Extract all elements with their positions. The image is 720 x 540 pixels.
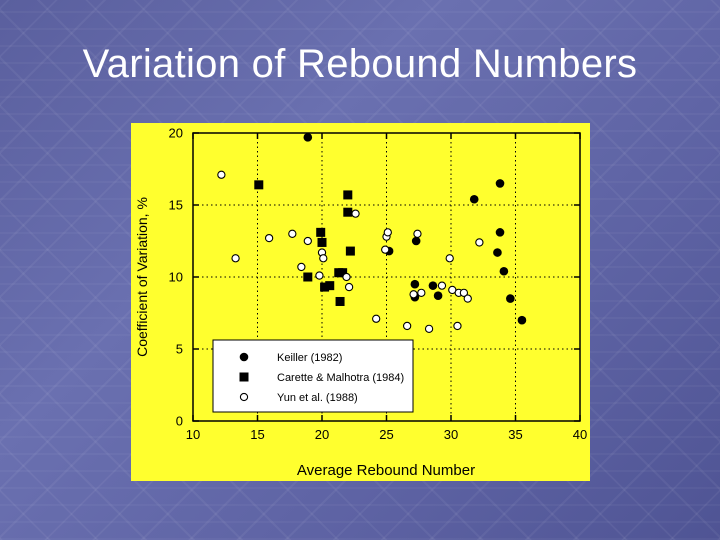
data-point-series-2 xyxy=(343,207,353,217)
data-point-series-3 xyxy=(383,228,392,237)
data-point-series-2 xyxy=(345,246,355,256)
data-point-series-1 xyxy=(506,294,515,303)
x-tick-label: 25 xyxy=(379,427,393,442)
scatter-chart: 10 15 20 25 30 35 40 0 5 10 15 20 Keiller (1982) Car… xyxy=(131,123,590,481)
legend-label-2: Carette & Malhotra (1984) xyxy=(277,372,404,384)
data-point-series-3 xyxy=(217,170,226,179)
data-point-series-3 xyxy=(381,245,390,254)
legend-marker-1 xyxy=(239,352,249,362)
data-point-series-1 xyxy=(411,236,421,246)
data-point-series-1 xyxy=(428,281,438,290)
y-axis-label: Coefficient of Variation, % xyxy=(134,197,150,357)
data-point-series-3 xyxy=(402,321,412,331)
y-tick-label: 10 xyxy=(169,270,183,285)
data-point-series-3 xyxy=(297,262,306,272)
data-point-series-3 xyxy=(463,294,472,303)
x-tick-label: 40 xyxy=(573,427,587,442)
data-point-series-3 xyxy=(372,314,381,323)
data-point-series-1 xyxy=(469,194,479,204)
data-point-series-2 xyxy=(320,282,330,292)
y-tick-label: 0 xyxy=(176,414,183,429)
data-point-series-3 xyxy=(417,288,426,297)
data-point-series-3 xyxy=(351,209,360,218)
data-point-series-3 xyxy=(424,324,434,333)
data-point-series-3 xyxy=(319,254,328,263)
x-tick-label: 35 xyxy=(508,427,522,442)
legend: Keiller (1982) Carette & Malhotra (1984) Y… xyxy=(239,352,404,404)
data-point-series-1 xyxy=(303,133,313,142)
x-tick-label: 15 xyxy=(250,427,264,442)
axis-ticks: 10 15 20 25 30 35 40 0 5 10 15 20 xyxy=(169,126,588,443)
data-point-series-3 xyxy=(315,271,324,280)
legend-label-3: Yun et al. (1988) xyxy=(277,392,358,404)
chart-panel: 10 15 20 25 30 35 40 0 5 10 15 20 Keiller (1982) Car… xyxy=(131,123,590,481)
data-point-series-3 xyxy=(288,229,297,238)
slide-title: Variation of Rebound Numbers xyxy=(82,42,638,86)
data-point-series-3 xyxy=(453,321,462,331)
data-point-series-2 xyxy=(254,180,264,190)
data-point-series-2 xyxy=(325,281,335,291)
data-point-series-3 xyxy=(303,236,312,246)
data-point-series-2 xyxy=(343,190,353,200)
data-point-series-3 xyxy=(445,254,454,263)
data-point-series-1 xyxy=(499,266,509,276)
data-point-series-2 xyxy=(338,268,348,278)
data-point-series-1 xyxy=(495,228,505,237)
data-point-series-3 xyxy=(231,254,240,263)
data-point-series-3 xyxy=(475,238,484,247)
y-tick-label: 5 xyxy=(176,342,183,357)
data-point-series-3 xyxy=(409,290,418,299)
y-tick-label: 15 xyxy=(169,198,183,213)
x-tick-label: 30 xyxy=(444,427,458,442)
data-point-series-3 xyxy=(413,229,422,238)
data-point-series-3 xyxy=(459,288,469,297)
data-point-series-1 xyxy=(493,248,502,257)
data-point-series-3 xyxy=(344,282,354,292)
x-axis-label: Average Rebound Number xyxy=(297,462,475,479)
data-point-series-1 xyxy=(410,279,420,289)
data-point-series-1 xyxy=(433,291,443,301)
data-point-series-2 xyxy=(316,227,326,237)
data-point-series-1 xyxy=(495,179,505,188)
x-tick-label: 20 xyxy=(315,427,329,442)
legend-marker-3 xyxy=(239,392,249,402)
data-point-series-3 xyxy=(437,281,447,290)
data-point-series-1 xyxy=(517,315,527,325)
data-point-series-2 xyxy=(317,237,327,247)
legend-label-1: Keiller (1982) xyxy=(277,352,342,364)
data-point-series-2 xyxy=(303,272,313,282)
data-point-series-3 xyxy=(342,272,351,282)
data-point-series-3 xyxy=(264,233,274,243)
x-tick-label: 10 xyxy=(186,427,200,442)
y-tick-label: 20 xyxy=(169,126,183,141)
data-points xyxy=(217,133,527,333)
data-point-series-2 xyxy=(335,296,345,306)
legend-marker-2 xyxy=(239,372,249,382)
